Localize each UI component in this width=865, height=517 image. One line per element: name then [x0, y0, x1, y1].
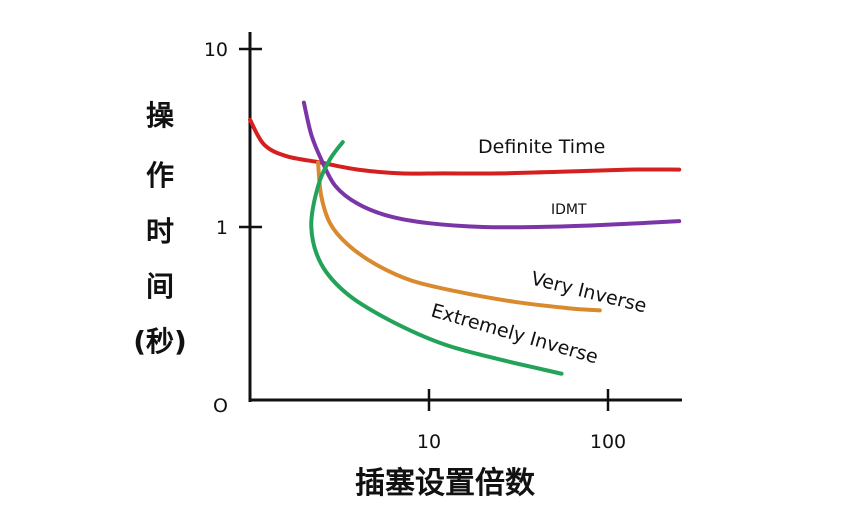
x-tick-label-10: 10 — [417, 431, 441, 453]
y-axis-label-part-2: 作 — [145, 159, 174, 192]
series-line-definite-time — [248, 117, 682, 176]
series-line-extremely-inverse — [309, 140, 564, 376]
y-tick-label-1: 1 — [216, 217, 228, 239]
y-axis-label-part-1: 操 — [145, 99, 174, 132]
x-axis-label: 插塞设置倍数 — [355, 466, 535, 501]
curve-label-idmt: IDMT — [551, 202, 587, 218]
y-axis-label-part-4: 间 — [145, 270, 174, 303]
x-tick-label-100: 100 — [590, 431, 626, 453]
series-line-very-inverse — [316, 160, 602, 313]
y-axis-label-part-5: (秒) — [133, 325, 187, 358]
y-tick-label-10: 10 — [204, 39, 228, 61]
axes — [248, 32, 682, 402]
origin-label: O — [213, 395, 228, 417]
ticks: 10 100 1 10 O — [204, 39, 626, 453]
series-line-idmt — [301, 100, 682, 230]
y-axis-label-part-3: 时 — [145, 215, 174, 248]
curve-label-definite-time: Definite Time — [478, 136, 605, 158]
series-lines — [248, 100, 682, 376]
